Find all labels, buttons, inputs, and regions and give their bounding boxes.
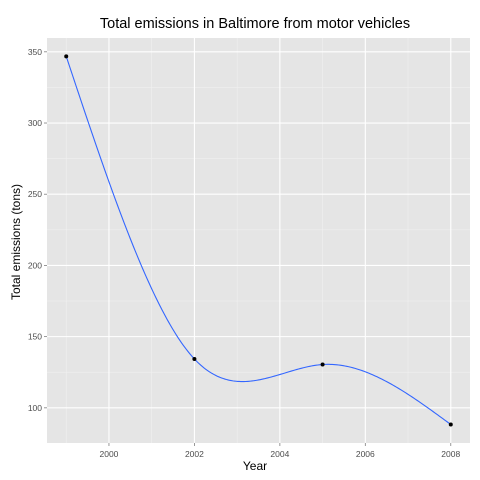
data-points xyxy=(64,54,453,427)
plot-panel xyxy=(47,38,470,443)
y-tick-label: 350 xyxy=(28,47,42,57)
chart-title: Total emissions in Baltimore from motor … xyxy=(100,16,410,32)
y-tick-label: 250 xyxy=(28,189,42,199)
major-gridlines xyxy=(47,38,470,443)
x-axis-ticks: 2000 2002 2004 2006 2008 xyxy=(99,443,460,459)
data-point xyxy=(448,422,453,427)
y-axis-title: Total emissions (tons) xyxy=(9,184,23,300)
y-axis-ticks: 100 150 200 250 300 350 xyxy=(28,47,47,413)
data-point xyxy=(64,54,69,59)
y-tick-label: 100 xyxy=(28,403,42,413)
x-tick-label: 2008 xyxy=(441,449,460,459)
x-tick-label: 2006 xyxy=(356,449,375,459)
data-point xyxy=(192,356,197,361)
y-tick-label: 200 xyxy=(28,260,42,270)
y-tick-label: 150 xyxy=(28,332,42,342)
x-tick-label: 2000 xyxy=(99,449,118,459)
series-line xyxy=(65,56,452,425)
x-axis-title: Year xyxy=(243,459,267,473)
x-tick-label: 2002 xyxy=(185,449,204,459)
y-tick-label: 300 xyxy=(28,118,42,128)
minor-gridlines xyxy=(47,38,470,443)
data-point xyxy=(320,362,325,367)
x-tick-label: 2004 xyxy=(270,449,289,459)
